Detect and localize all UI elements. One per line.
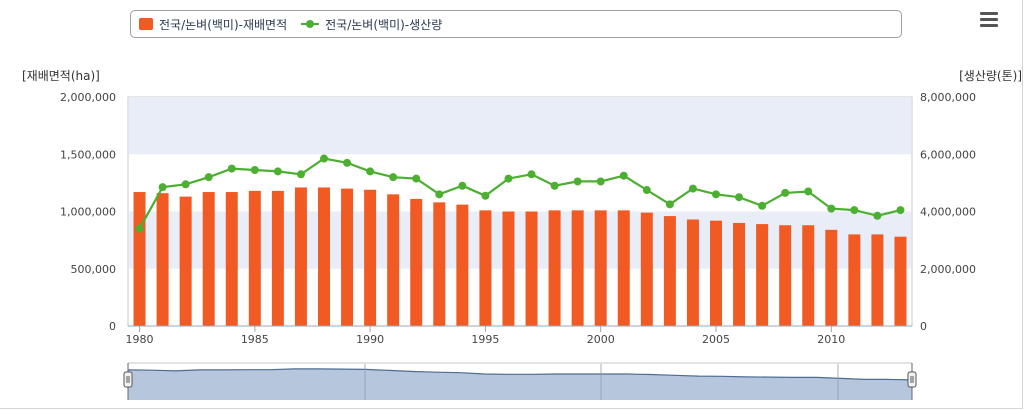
legend-item-production[interactable]: 전국/논벼(백미)-생산량 <box>301 16 442 33</box>
legend-bar-swatch <box>139 18 153 30</box>
hamburger-menu-icon[interactable] <box>980 12 1000 32</box>
legend: 전국/논벼(백미)-재배면적 전국/논벼(백미)-생산량 <box>130 10 902 38</box>
legend-area-label: 전국/논벼(백미)-재배면적 <box>159 17 288 32</box>
legend-production-label: 전국/논벼(백미)-생산량 <box>325 17 443 32</box>
legend-item-area[interactable]: 전국/논벼(백미)-재배면적 <box>139 16 287 33</box>
legend-line-swatch <box>301 18 320 30</box>
